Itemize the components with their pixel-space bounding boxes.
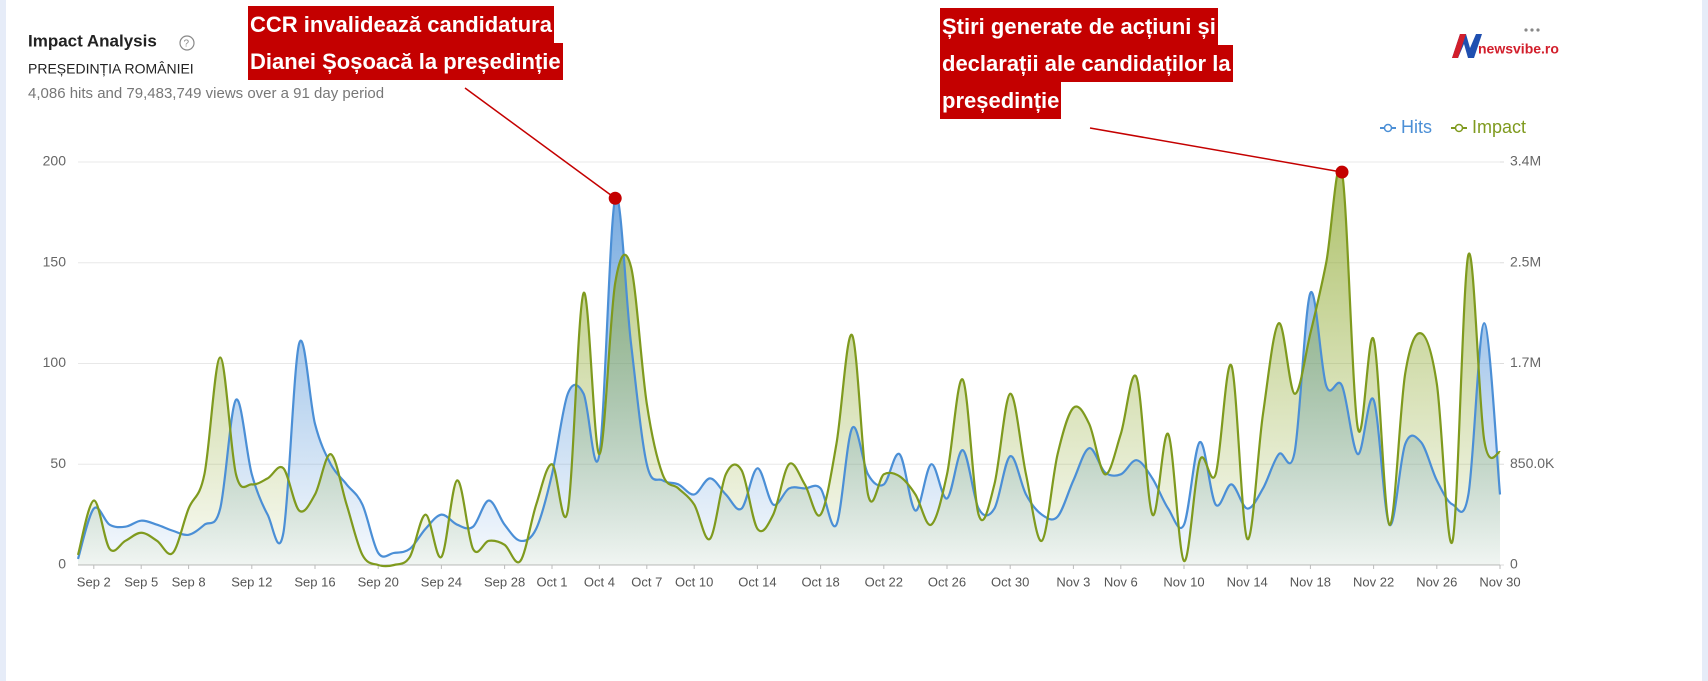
legend-marker <box>1454 123 1464 133</box>
series-line <box>76 195 1502 560</box>
x-tick-label: Oct 26 <box>928 574 966 589</box>
x-tick-label: Oct 30 <box>991 574 1029 589</box>
x-tick-label: Oct 1 <box>536 574 567 589</box>
y-tick-label: 100 <box>43 354 67 370</box>
x-tick-label: Oct 4 <box>584 574 615 589</box>
x-tick-label: Sep 2 <box>77 574 111 589</box>
annotation-line: Dianei Șoșoacă la președinție <box>248 43 563 80</box>
legend-item: Impact <box>1451 117 1526 137</box>
annotation-connector <box>1089 127 1343 173</box>
y-tick-label: 50 <box>50 455 66 471</box>
x-tick-label: Nov 6 <box>1104 574 1138 589</box>
legend-label: Hits <box>1401 117 1432 137</box>
annotation-line: președinție <box>940 82 1062 119</box>
x-tick-label: Sep 16 <box>294 574 335 589</box>
series-line <box>76 166 1502 568</box>
title: Impact Analysis <box>28 31 157 50</box>
annotation: Știri generate de acțiuni și declarații a… <box>940 8 1233 119</box>
annotation-connector <box>464 87 616 199</box>
x-tick-label: Oct 22 <box>865 574 903 589</box>
annotation-dot <box>608 191 622 205</box>
x-tick-label: Nov 14 <box>1227 574 1268 589</box>
annotation-line: declarații ale candidaților la <box>940 45 1233 82</box>
annotation: CCR invalidează candidatura Dianei Șoșoac… <box>248 6 563 80</box>
series-area <box>78 166 1500 567</box>
x-tick-label: Nov 26 <box>1416 574 1457 589</box>
annotation-dot <box>1335 165 1349 179</box>
y-tick-label: 200 <box>43 153 67 169</box>
caption: 4,086 hits and 79,483,749 views over a 9… <box>28 85 384 102</box>
annotation-line: Știri generate de acțiuni și <box>940 8 1218 45</box>
y2-tick-label: 850.0K <box>1510 455 1555 471</box>
y2-tick-label: 0 <box>1510 556 1518 572</box>
legend-marker <box>1383 123 1393 133</box>
logo-text: newsvibe.ro <box>1478 41 1559 57</box>
x-tick-label: Sep 12 <box>231 574 272 589</box>
y2-tick-label: 1.7M <box>1510 354 1541 370</box>
x-tick-label: Sep 20 <box>358 574 399 589</box>
x-tick-label: Sep 5 <box>124 574 158 589</box>
x-tick-label: Oct 10 <box>675 574 713 589</box>
x-tick-label: Nov 10 <box>1163 574 1204 589</box>
subtitle: PREȘEDINȚIA ROMÂNIEI <box>28 61 194 77</box>
x-tick-label: Oct 14 <box>738 574 776 589</box>
help-icon[interactable] <box>179 35 195 51</box>
x-tick-label: Nov 18 <box>1290 574 1331 589</box>
y-tick-label: 0 <box>58 556 66 572</box>
logo-icon-accent <box>1452 34 1466 58</box>
y-tick-label: 150 <box>43 253 67 269</box>
annotation-line: CCR invalidează candidatura <box>248 6 554 43</box>
legend-label: Impact <box>1472 117 1526 137</box>
x-tick-label: Nov 30 <box>1479 574 1520 589</box>
legend-item: Hits <box>1380 117 1432 137</box>
x-tick-label: Oct 18 <box>801 574 839 589</box>
x-tick-label: Sep 24 <box>421 574 462 589</box>
menu-icon[interactable] <box>1524 28 1540 32</box>
x-tick-label: Oct 7 <box>631 574 662 589</box>
x-tick-label: Sep 8 <box>172 574 206 589</box>
x-tick-label: Nov 22 <box>1353 574 1394 589</box>
x-tick-label: Sep 28 <box>484 574 525 589</box>
x-tick-label: Nov 3 <box>1056 574 1090 589</box>
y2-tick-label: 3.4M <box>1510 153 1541 169</box>
y2-tick-label: 2.5M <box>1510 253 1541 269</box>
help-icon-mark: ? <box>184 39 190 50</box>
